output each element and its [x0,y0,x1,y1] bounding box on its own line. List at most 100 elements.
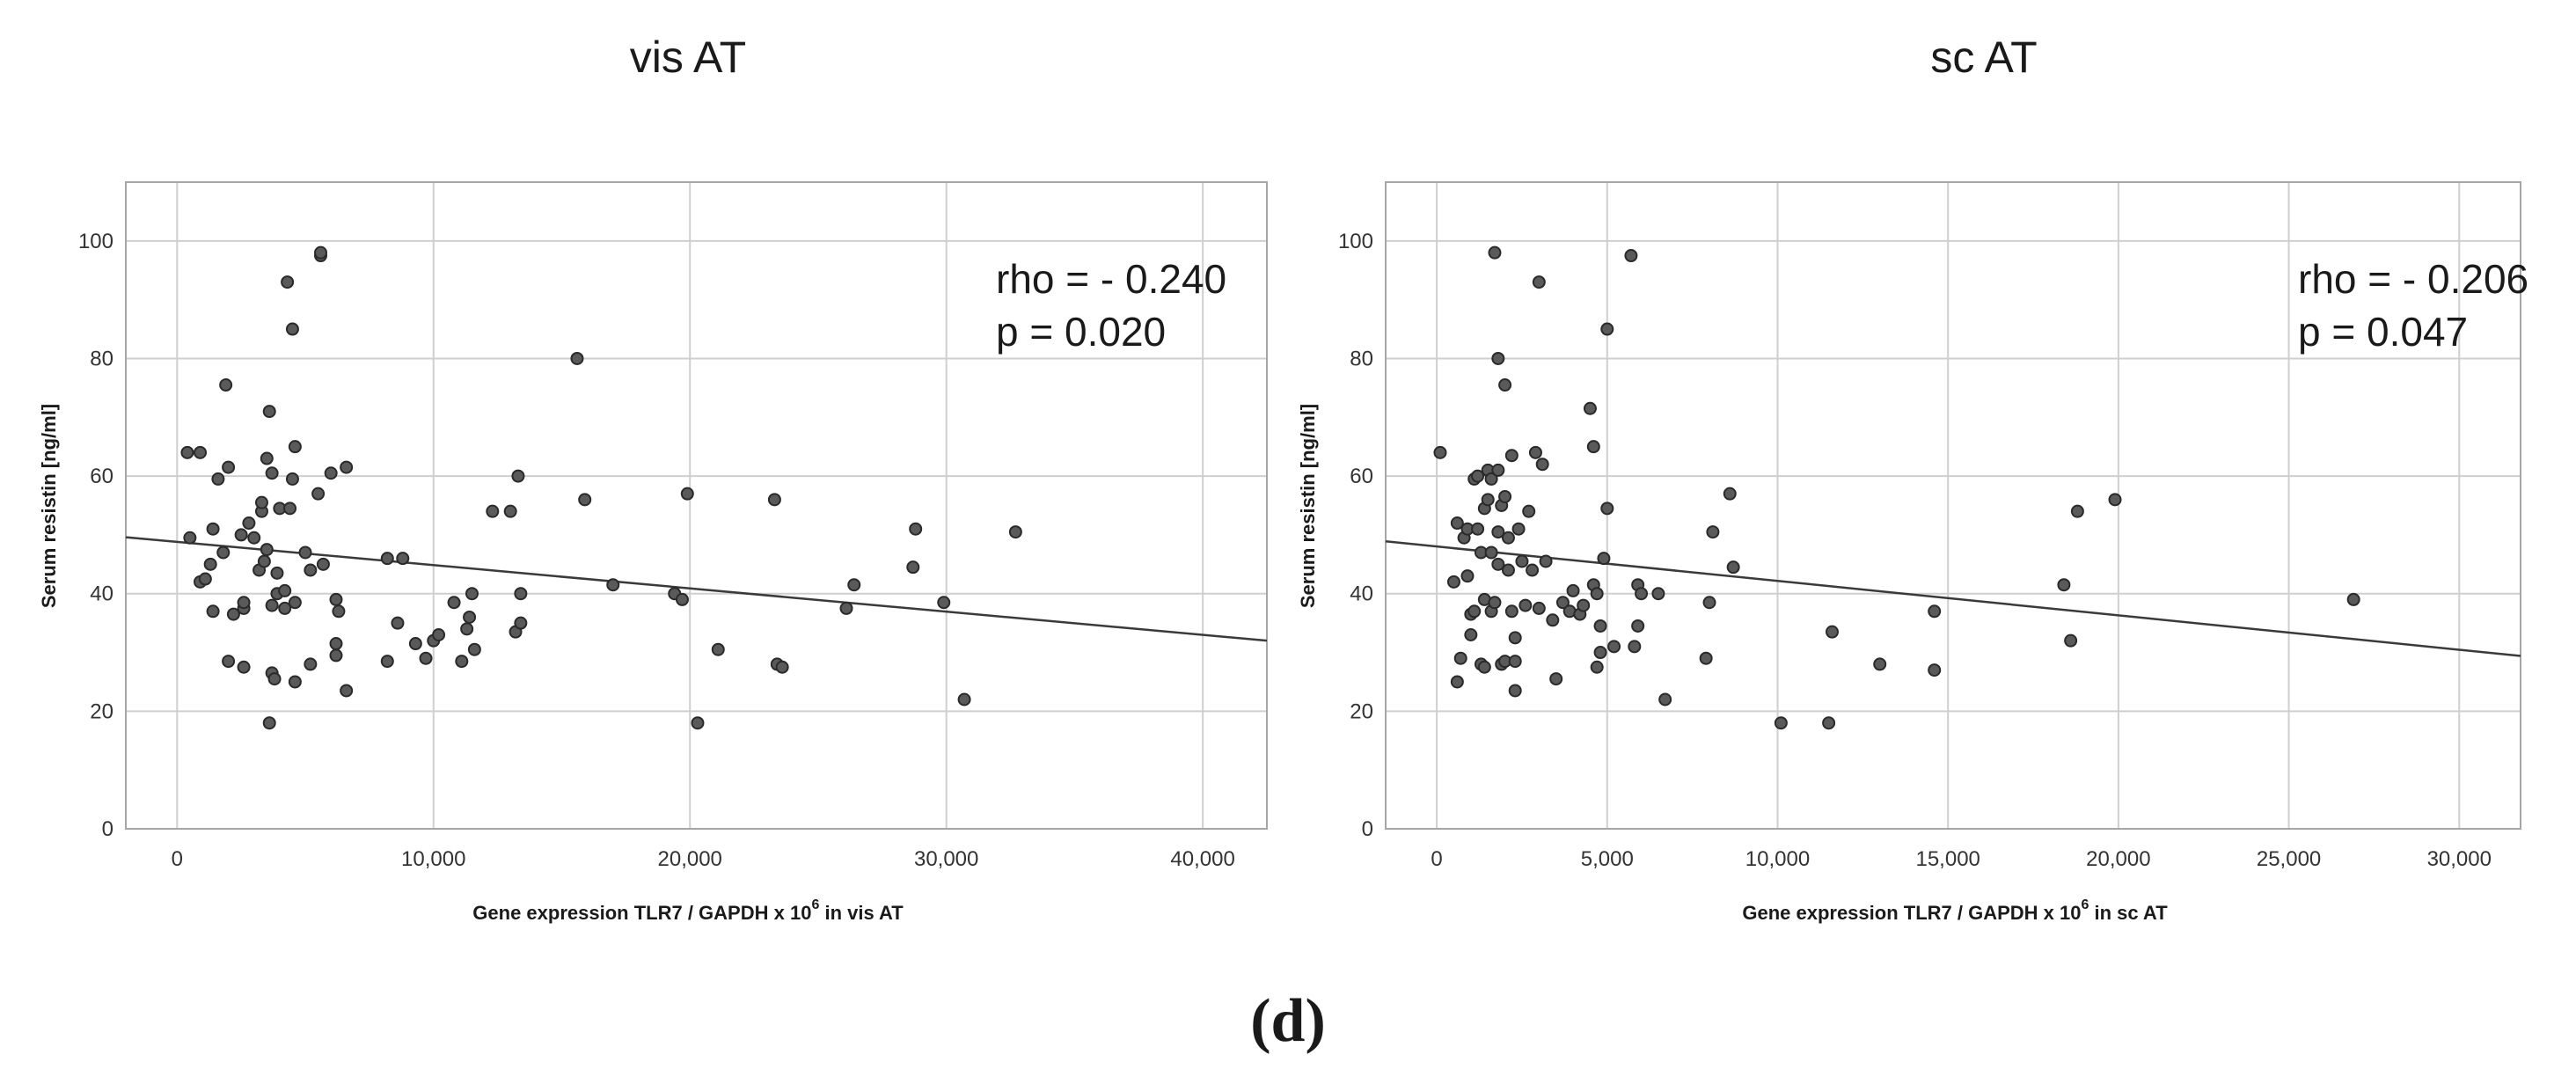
data-point [329,637,343,651]
data-point [1635,587,1649,601]
data-point [503,504,517,518]
data-point [1464,628,1478,641]
data-point [1532,275,1546,289]
x-tick-label: 0 [1431,847,1442,871]
data-point [1586,440,1600,454]
data-point [1600,502,1614,516]
data-point [1491,351,1505,365]
data-point [1467,604,1482,619]
data-point [1928,604,1942,619]
data-point [222,460,236,474]
data-point [1471,469,1485,483]
x-axis-label-suffix: in vis AT [819,902,904,924]
data-point [1822,716,1836,730]
x-axis-label-main: Gene expression TLR7 / GAPDH x 10 [1742,902,2081,924]
data-point [2057,578,2071,592]
x-tick-label: 40,000 [1170,847,1234,871]
y-tick-label: 60 [1350,465,1373,488]
data-point [324,466,338,480]
y-tick-label: 100 [78,230,113,253]
data-point [288,596,302,610]
data-point [1628,640,1642,654]
data-point [316,557,330,571]
data-point [265,598,279,612]
data-point [304,657,318,671]
data-point [270,566,284,580]
data-point [1504,604,1519,619]
data-point [1498,378,1512,392]
data-point [1593,619,1607,633]
data-point [257,554,271,568]
data-point [1519,598,1533,612]
y-tick-label: 0 [102,817,113,841]
rho-annotation: rho = - 0.206 [2298,256,2528,302]
x-tick-label: 30,000 [914,847,978,871]
data-point [1699,651,1713,665]
data-point [1471,522,1485,536]
x-tick-label: 5,000 [1581,847,1634,871]
p-value-annotation: p = 0.020 [996,309,1166,355]
x-tick-label: 25,000 [2257,847,2321,871]
data-point [1501,531,1515,545]
data-point [1453,651,1467,665]
data-point [288,675,302,689]
data-point [1583,401,1597,415]
data-point [578,493,592,507]
data-point [278,601,292,615]
data-point [1597,552,1611,566]
data-point [691,716,705,730]
data-point [486,504,500,518]
data-point [198,572,212,586]
data-point [2108,493,2122,507]
data-point [380,552,394,566]
data-point [1450,516,1464,531]
data-point [1508,684,1522,698]
data-point [1706,525,1720,539]
y-axis-label: Serum resistin [ng/ml] [38,404,60,608]
x-tick-label: 30,000 [2427,847,2492,871]
data-point [1488,596,1502,610]
data-point [1702,596,1716,610]
data-point [906,560,920,575]
data-point [265,466,279,480]
data-point [1593,646,1607,660]
data-point [1535,458,1549,472]
data-point [1555,596,1570,610]
regression-line [125,536,1268,642]
figure-panel-label: (d) [1250,987,1326,1055]
data-point [396,552,410,566]
plot-frame [1385,181,2521,830]
p-value-annotation: p = 0.047 [2298,309,2468,355]
data-point [463,610,477,624]
data-point [839,601,853,615]
data-point [514,587,528,601]
x-tick-label: 10,000 [1745,847,1810,871]
rho-annotation: rho = - 0.240 [996,256,1226,302]
data-point [1539,554,1553,568]
data-point [203,557,217,571]
data-point [775,660,789,674]
data-point [206,604,220,619]
y-tick-label: 20 [90,699,113,723]
x-tick-label: 0 [172,847,183,871]
y-tick-label: 20 [1350,699,1373,723]
data-point [1460,569,1475,583]
data-point [329,592,343,606]
data-point [1590,660,1604,674]
data-point [211,472,225,486]
data-point [1651,587,1665,601]
data-point [511,469,525,483]
data-point [767,493,781,507]
data-point [260,543,274,557]
data-point [180,445,194,459]
data-point [1723,487,1737,501]
data-point [267,672,282,686]
data-point [570,351,584,365]
data-point [467,642,481,656]
x-axis-label: Gene expression TLR7 / GAPDH x 106 in vi… [472,897,904,924]
x-tick-label: 20,000 [2086,847,2150,871]
data-point [847,578,861,592]
data-point [680,487,694,501]
chart-sc-at: sc AT 0 20 40 60 80 100 0 5,000 10,000 15,000 20,0… [1297,33,2528,924]
data-point [1726,560,1740,575]
